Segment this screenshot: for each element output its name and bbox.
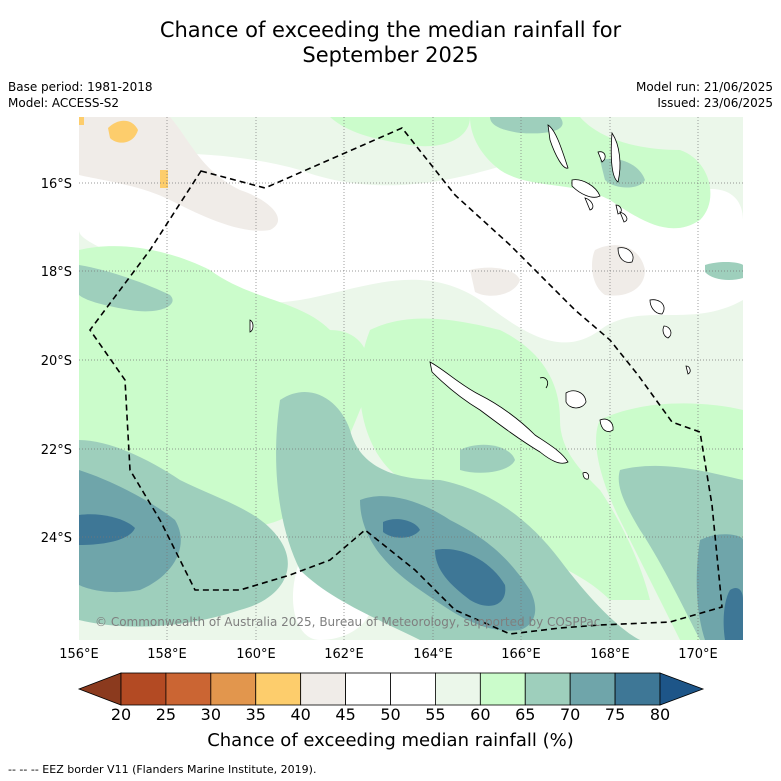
band-40-45-center bbox=[470, 267, 520, 296]
loyalty-island-mare bbox=[599, 418, 614, 432]
colorbar-tick-label: 45 bbox=[335, 705, 355, 724]
colorbar-cell bbox=[165, 672, 212, 706]
band-60-65-northeast bbox=[470, 117, 711, 229]
map-title: Chance of exceeding the median rainfall … bbox=[0, 18, 781, 68]
lon-label-164e: 164°E bbox=[413, 647, 453, 662]
band-65-70-center bbox=[276, 391, 640, 640]
lon-labels: 156°E 158°E 160°E 162°E 164°E 166°E 168°… bbox=[59, 647, 718, 662]
colorbar-cell bbox=[614, 672, 661, 706]
band-65-70-island bbox=[460, 444, 515, 473]
map-panel: © Commonwealth of Australia 2025, Bureau… bbox=[79, 117, 743, 640]
colorbar-cells bbox=[120, 672, 661, 706]
lat-label-18s: 18°S bbox=[41, 265, 72, 280]
colorbar-cell bbox=[120, 672, 167, 706]
colorbar-over-arrow bbox=[659, 672, 705, 706]
colorbar-tick-label: 55 bbox=[425, 705, 445, 724]
lon-label-156e: 156°E bbox=[59, 647, 99, 662]
colorbar-tick-label: 25 bbox=[156, 705, 176, 724]
band-75-80-east bbox=[723, 588, 743, 640]
band-75-80-small bbox=[383, 519, 420, 538]
vanuatu-islands bbox=[249, 124, 691, 375]
colorbar-tick-label: 30 bbox=[201, 705, 221, 724]
band-60-65-top bbox=[330, 117, 470, 147]
meta-left: Base period: 1981-2018 Model: ACCESS-S2 bbox=[8, 79, 153, 111]
colorbar-tick-label: 50 bbox=[380, 705, 400, 724]
lon-label-158e: 158°E bbox=[147, 647, 187, 662]
lon-label-166e: 166°E bbox=[501, 647, 541, 662]
colorbar-cell bbox=[255, 672, 302, 706]
colorbar-cell bbox=[210, 672, 257, 706]
lat-label-20s: 20°S bbox=[41, 354, 72, 369]
lat-label-22s: 22°S bbox=[41, 443, 72, 458]
base-period: Base period: 1981-2018 bbox=[8, 80, 153, 94]
lon-label-162e: 162°E bbox=[324, 647, 364, 662]
colorbar-tick-label: 35 bbox=[246, 705, 266, 724]
title-line-1: Chance of exceeding the median rainfall … bbox=[159, 18, 622, 42]
colorbar-tick-label: 60 bbox=[470, 705, 490, 724]
copyright-text: © Commonwealth of Australia 2025, Bureau… bbox=[95, 615, 600, 629]
colorbar-tick-label: 70 bbox=[560, 705, 580, 724]
lon-label-168e: 168°E bbox=[590, 647, 630, 662]
band-75-80-center bbox=[435, 549, 506, 606]
band-40-45-nw bbox=[79, 117, 279, 231]
colorbar-tick-label: 80 bbox=[650, 705, 670, 724]
colorbar-tick-label: 65 bbox=[515, 705, 535, 724]
band-65-70-ne bbox=[490, 117, 563, 134]
colorbar-tick-label: 40 bbox=[290, 705, 310, 724]
band-35-40-c bbox=[79, 117, 84, 125]
isle-of-pines bbox=[582, 472, 590, 480]
meta-right: Model run: 21/06/2025 Issued: 23/06/2025 bbox=[636, 79, 773, 111]
band-35-40-b bbox=[160, 170, 168, 188]
colorbar-cell bbox=[479, 672, 526, 706]
lat-label-24s: 24°S bbox=[41, 531, 72, 546]
colorbar-under-arrow bbox=[77, 672, 122, 706]
lon-label-170e: 170°E bbox=[678, 647, 718, 662]
colorbar: 20 25 30 35 40 45 50 55 60 65 70 75 80 bbox=[77, 672, 705, 724]
colorbar-title: Chance of exceeding median rainfall (%) bbox=[207, 730, 574, 751]
colorbar-cell bbox=[345, 672, 391, 706]
colorbar-cell bbox=[435, 672, 481, 706]
colorbar-tick-label: 20 bbox=[111, 705, 131, 724]
new-caledonia-island bbox=[429, 361, 569, 464]
gridlines bbox=[79, 117, 743, 640]
lat-label-16s: 16°S bbox=[41, 177, 72, 192]
loyalty-island-lifou bbox=[565, 390, 587, 409]
colorbar-cell bbox=[569, 672, 616, 706]
colorbar-cell bbox=[524, 672, 571, 706]
colorbar-tick-label: 75 bbox=[605, 705, 625, 724]
lat-labels: 16°S 18°S 20°S 22°S 24°S bbox=[41, 177, 72, 546]
colorbar-tick-labels: 20 25 30 35 40 45 50 55 60 65 70 75 80 bbox=[111, 705, 670, 724]
model-run: Model run: 21/06/2025 bbox=[635, 80, 773, 94]
colorbar-cell bbox=[390, 672, 436, 706]
band-35-40-a bbox=[108, 120, 138, 143]
model-name: Model: ACCESS-S2 bbox=[8, 96, 120, 110]
title-line-2: September 2025 bbox=[302, 43, 479, 67]
issued-date: Issued: 23/06/2025 bbox=[657, 96, 773, 110]
eez-border bbox=[89, 127, 723, 635]
colorbar-cell bbox=[300, 672, 346, 706]
band-65-70-northwest bbox=[79, 265, 173, 312]
lon-label-160e: 160°E bbox=[236, 647, 276, 662]
band-65-70-ne2 bbox=[600, 158, 645, 188]
eez-footnote: -- -- -- EEZ border V11 (Flanders Marine… bbox=[8, 763, 317, 776]
loyalty-island-ouvea bbox=[539, 377, 548, 389]
